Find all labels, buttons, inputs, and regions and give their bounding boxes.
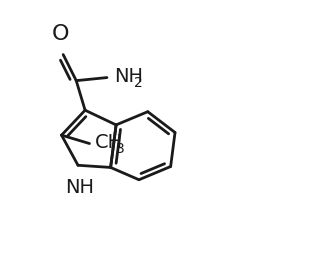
Text: NH: NH <box>114 67 143 86</box>
Text: O: O <box>52 24 69 44</box>
Text: 3: 3 <box>116 142 124 156</box>
Text: CH: CH <box>95 133 123 152</box>
Text: NH: NH <box>65 178 94 197</box>
Text: 2: 2 <box>134 76 143 90</box>
